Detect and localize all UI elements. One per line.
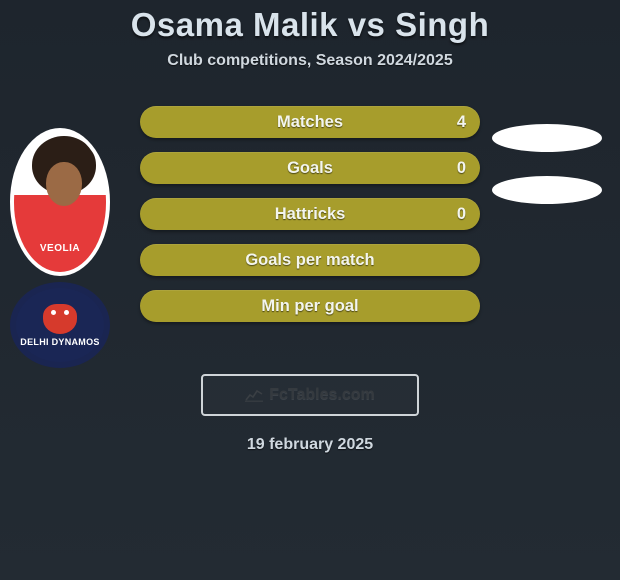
stat-label: Matches — [140, 113, 480, 132]
stat-value-left: 0 — [457, 205, 466, 224]
right-player-column — [492, 124, 602, 228]
avatar-jersey — [14, 195, 106, 272]
avatar-face — [46, 162, 82, 206]
stat-bars: Matches4Goals0Hattricks0Goals per matchM… — [140, 106, 480, 322]
stat-value-left: 4 — [457, 113, 466, 132]
placeholder-blob — [492, 124, 602, 152]
club-badge: DELHI DYNAMOS — [10, 282, 110, 368]
stat-bar: Goals0 — [140, 152, 480, 184]
left-player-column: VEOLIA DELHI DYNAMOS — [10, 128, 110, 368]
stat-bar: Goals per match — [140, 244, 480, 276]
placeholder-blob — [492, 176, 602, 204]
stat-label: Min per goal — [140, 297, 480, 316]
stat-bar: Hattricks0 — [140, 198, 480, 230]
player-avatar-inner: VEOLIA — [14, 132, 106, 272]
stat-value-left: 0 — [457, 159, 466, 178]
subtitle: Club competitions, Season 2024/2025 — [0, 52, 620, 70]
club-badge-inner: DELHI DYNAMOS — [16, 288, 104, 362]
stat-label: Goals — [140, 159, 480, 178]
player-avatar: VEOLIA — [10, 128, 110, 276]
watermark-text: FcTables.com — [269, 386, 375, 404]
stat-bar: Matches4 — [140, 106, 480, 138]
badge-emblem-icon — [43, 304, 77, 334]
stat-label: Goals per match — [140, 251, 480, 270]
avatar-sponsor-text: VEOLIA — [14, 243, 106, 254]
stat-bar: Min per goal — [140, 290, 480, 322]
watermark: FcTables.com — [201, 374, 419, 416]
badge-text: DELHI DYNAMOS — [20, 338, 99, 347]
stat-label: Hattricks — [140, 205, 480, 224]
comparison-infographic: Osama Malik vs Singh Club competitions, … — [0, 0, 620, 580]
chart-icon — [245, 388, 263, 402]
date-text: 19 february 2025 — [0, 436, 620, 454]
page-title: Osama Malik vs Singh — [0, 6, 620, 44]
